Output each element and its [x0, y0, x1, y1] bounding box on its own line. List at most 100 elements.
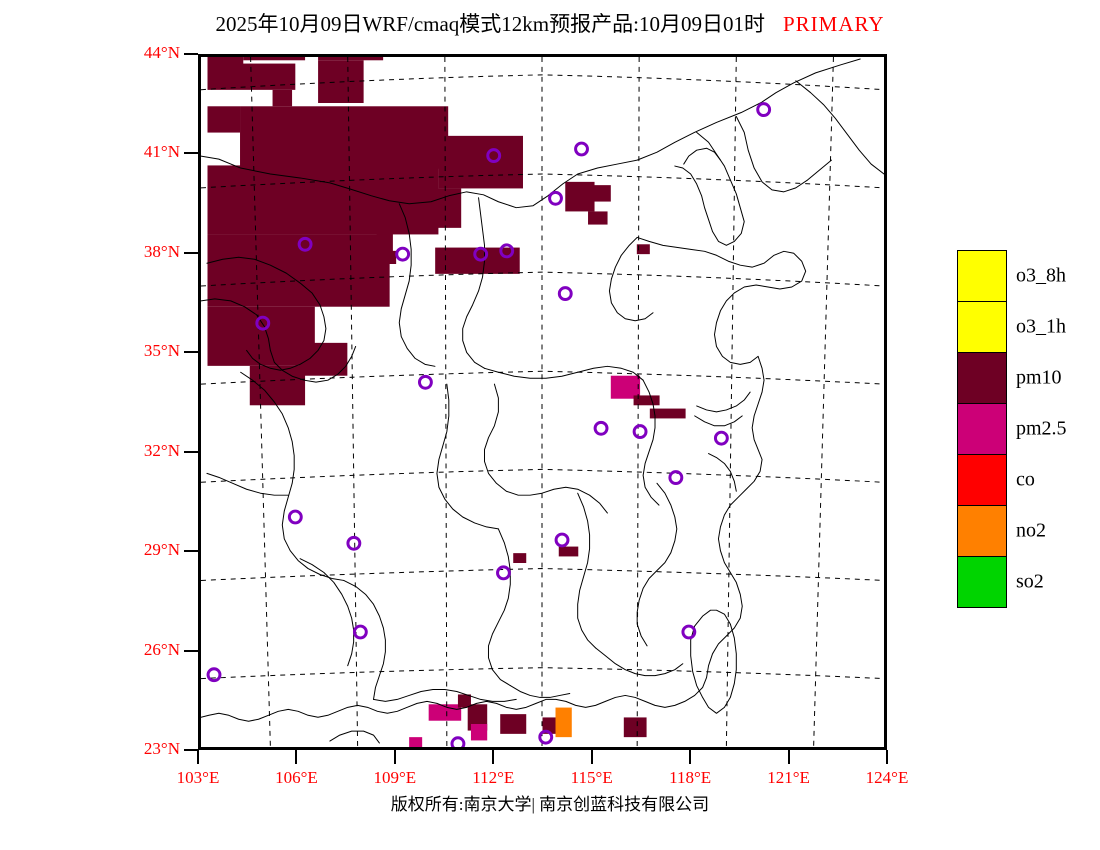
station-marker[interactable]	[554, 532, 570, 548]
legend-label: no2	[1016, 519, 1046, 542]
x-axis-tick-label: 121°E	[767, 768, 810, 787]
legend-label: pm10	[1016, 366, 1062, 389]
legend-label: pm2.5	[1016, 417, 1067, 440]
pollutant-cell	[633, 395, 660, 406]
station-marker[interactable]	[632, 424, 648, 440]
legend-label: o3_8h	[1016, 264, 1066, 287]
station-marker[interactable]	[473, 246, 489, 262]
pollutant-cell	[558, 546, 579, 557]
station-marker[interactable]	[206, 667, 222, 683]
station-marker[interactable]	[538, 729, 554, 745]
station-marker[interactable]	[668, 470, 684, 486]
pollutant-legend: o3_8h o3_1h pm10 pm2.5 co no2 so2	[957, 250, 1067, 608]
station-marker[interactable]	[255, 315, 271, 331]
station-marker[interactable]	[450, 736, 466, 747]
x-axis-tick-mark	[886, 750, 888, 764]
pollutant-cell	[207, 165, 439, 235]
legend-swatch-o31h[interactable]: o3_1h	[958, 302, 1066, 353]
pollutant-cell	[298, 342, 348, 376]
station-marker[interactable]	[486, 148, 502, 164]
pollutant-cell	[318, 57, 384, 61]
legend-label: co	[1016, 468, 1035, 491]
legend-swatch-so2[interactable]: so2	[958, 557, 1044, 607]
y-axis-tick-label: 23°N	[143, 739, 180, 758]
pollutant-cell	[610, 375, 641, 399]
legend-label: so2	[1016, 570, 1044, 593]
graticule-layer	[201, 57, 884, 747]
x-axis-tick-label: 115°E	[570, 768, 613, 787]
pollutant-cell	[243, 57, 306, 61]
y-axis-tick-label: 41°N	[143, 142, 180, 162]
pollutant-cell	[409, 737, 423, 747]
x-axis-tick-mark	[295, 750, 298, 764]
y-axis-tick-label: 38°N	[143, 241, 180, 261]
station-marker[interactable]	[713, 430, 729, 446]
station-marker[interactable]	[548, 190, 563, 206]
pollutant-cell	[376, 224, 393, 255]
station-marker[interactable]	[593, 420, 609, 436]
x-axis-tick-label: 106°E	[275, 768, 318, 787]
station-marker[interactable]	[496, 565, 511, 581]
x-axis-tick-label: 124°E	[865, 768, 909, 787]
pollutant-cell	[500, 714, 527, 734]
pollutant-cell	[565, 181, 595, 212]
pollutant-cell	[649, 408, 686, 419]
pollutant-cell	[207, 57, 244, 67]
station-marker[interactable]	[297, 236, 313, 252]
pollutant-cell	[623, 717, 647, 738]
y-axis-tick-label: 26°N	[143, 639, 180, 659]
station-markers-layer	[206, 102, 772, 747]
x-axis-tick-label: 109°E	[373, 768, 417, 787]
y-axis-tick-mark	[184, 152, 198, 155]
pollutant-cell	[591, 185, 611, 202]
y-axis-tick-mark	[184, 550, 198, 553]
primary-label: PRIMARY	[782, 12, 885, 36]
legend-swatch-o38h[interactable]: o3_8h	[958, 251, 1066, 302]
station-marker[interactable]	[574, 141, 589, 157]
pollutant-cell	[555, 707, 572, 738]
y-axis-tick-label: 29°N	[143, 540, 180, 560]
x-axis-tick-label: 118°E	[669, 768, 712, 787]
y-axis-tick-mark	[184, 450, 198, 453]
legend-label: o3_1h	[1016, 315, 1066, 338]
pollutant-cell	[272, 89, 293, 107]
station-marker[interactable]	[681, 624, 697, 640]
y-axis-tick-mark	[184, 749, 198, 751]
station-marker[interactable]	[346, 535, 362, 551]
y-axis-tick-mark	[184, 251, 198, 254]
map-plot-area	[198, 54, 887, 750]
pollutant-cell	[542, 717, 559, 734]
pollutant-cell	[207, 63, 296, 90]
station-marker[interactable]	[352, 624, 368, 640]
x-axis-tick-label: 103°E	[176, 768, 220, 787]
x-axis-tick-mark	[393, 750, 396, 764]
pollutant-cell	[438, 135, 523, 189]
y-axis-tick-mark	[184, 351, 198, 354]
copyright-footer: 版权所有:南京大学| 南京创蓝科技有限公司	[390, 795, 710, 814]
pollutant-cell	[366, 250, 397, 264]
legend-swatch-no2[interactable]: no2	[958, 506, 1046, 557]
pollutant-cell	[636, 244, 650, 255]
y-axis-tick-label: 35°N	[143, 341, 180, 361]
station-marker[interactable]	[499, 243, 515, 259]
pollutant-cell	[207, 106, 241, 133]
station-marker[interactable]	[557, 286, 573, 302]
legend-swatch-pm10[interactable]: pm10	[958, 353, 1062, 404]
x-axis-tick-mark	[787, 750, 790, 764]
x-axis-tick-mark	[492, 750, 495, 764]
chart-title-bar: 2025年10月09日WRF/cmaq模式12km预报产品:10月09日01时 P…	[0, 8, 1100, 38]
pollutant-cell	[240, 106, 449, 169]
station-marker[interactable]	[756, 102, 772, 118]
legend-swatch-co[interactable]: co	[958, 455, 1035, 506]
station-marker[interactable]	[395, 246, 411, 262]
station-marker[interactable]	[417, 374, 433, 390]
pollutant-cell	[513, 553, 527, 563]
pollutant-cell	[588, 211, 608, 225]
x-axis-tick-mark	[197, 750, 199, 764]
station-marker[interactable]	[287, 509, 303, 525]
y-axis-tick-label: 44°N	[143, 43, 180, 62]
pollutant-cell	[470, 724, 488, 741]
x-axis-tick-mark	[590, 750, 593, 764]
legend-swatch-pm25[interactable]: pm2.5	[958, 404, 1067, 455]
pollutant-cell	[249, 365, 306, 406]
